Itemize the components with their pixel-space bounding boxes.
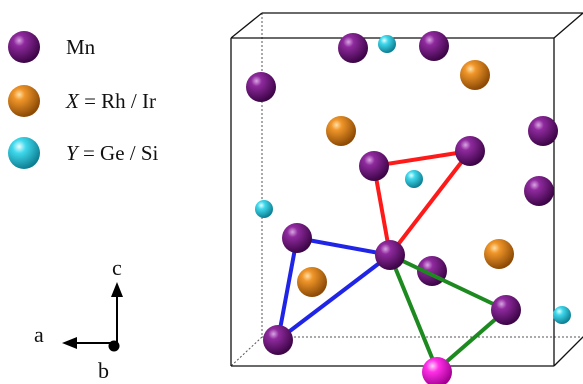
mn-atom-bonded	[282, 223, 312, 253]
cell-edge	[553, 336, 583, 367]
cell-edge	[230, 12, 263, 39]
bond-blue	[295, 236, 392, 257]
mn-legend-sphere	[8, 31, 40, 63]
bond-blue	[276, 253, 392, 342]
y-atom	[405, 170, 423, 188]
x-legend-description: = Rh / Ir	[79, 89, 156, 113]
mn-atom	[338, 33, 368, 63]
a-axis-label: a	[34, 322, 44, 347]
bond-green	[435, 308, 508, 372]
mn-atom-bonded-center	[375, 240, 405, 270]
mn-atom-bonded	[491, 295, 521, 325]
b-axis-dot	[108, 340, 120, 352]
mn-atom-bonded	[263, 325, 293, 355]
y-legend-description: = Ge / Si	[78, 141, 159, 165]
legend: Mn X = Rh / Ir Y = Ge / Si	[8, 31, 159, 169]
x-atom	[326, 116, 356, 146]
bond-green	[388, 253, 508, 312]
mn-atom	[246, 72, 276, 102]
bond-green	[388, 253, 439, 372]
mn-legend-label: Mn	[66, 35, 96, 59]
mn-atom-bonded	[359, 151, 389, 181]
mn-atom	[419, 31, 449, 61]
bond-red	[372, 164, 392, 257]
mn-atom	[528, 116, 558, 146]
x-legend-sphere	[8, 85, 40, 117]
b-axis-label: b	[98, 358, 109, 383]
atoms-background	[246, 31, 571, 324]
mn-atom	[524, 176, 554, 206]
c-axis-arrowhead	[111, 282, 123, 297]
c-axis-label: c	[112, 255, 122, 280]
bond-blue	[276, 236, 299, 342]
x-atom	[484, 239, 514, 269]
magenta-atom	[422, 357, 452, 384]
x-atom	[297, 267, 327, 297]
axis-triad: c a b	[34, 255, 123, 383]
bond-red	[372, 149, 472, 168]
x-legend-symbol: X	[65, 89, 80, 113]
a-axis-arrowhead	[62, 337, 77, 349]
cell-edge-hidden	[230, 336, 263, 367]
atoms-foreground	[263, 136, 521, 384]
y-atom	[378, 35, 396, 53]
y-atom	[255, 200, 273, 218]
y-atom	[553, 306, 571, 324]
y-legend-label: Y = Ge / Si	[66, 141, 159, 165]
x-legend-label: X = Rh / Ir	[65, 89, 156, 113]
mn-atom-bonded	[455, 136, 485, 166]
cell-edge	[553, 12, 583, 39]
y-legend-sphere	[8, 137, 40, 169]
bonds	[276, 149, 508, 372]
y-legend-symbol: Y	[66, 141, 80, 165]
x-atom	[460, 60, 490, 90]
bond-red	[388, 149, 472, 257]
